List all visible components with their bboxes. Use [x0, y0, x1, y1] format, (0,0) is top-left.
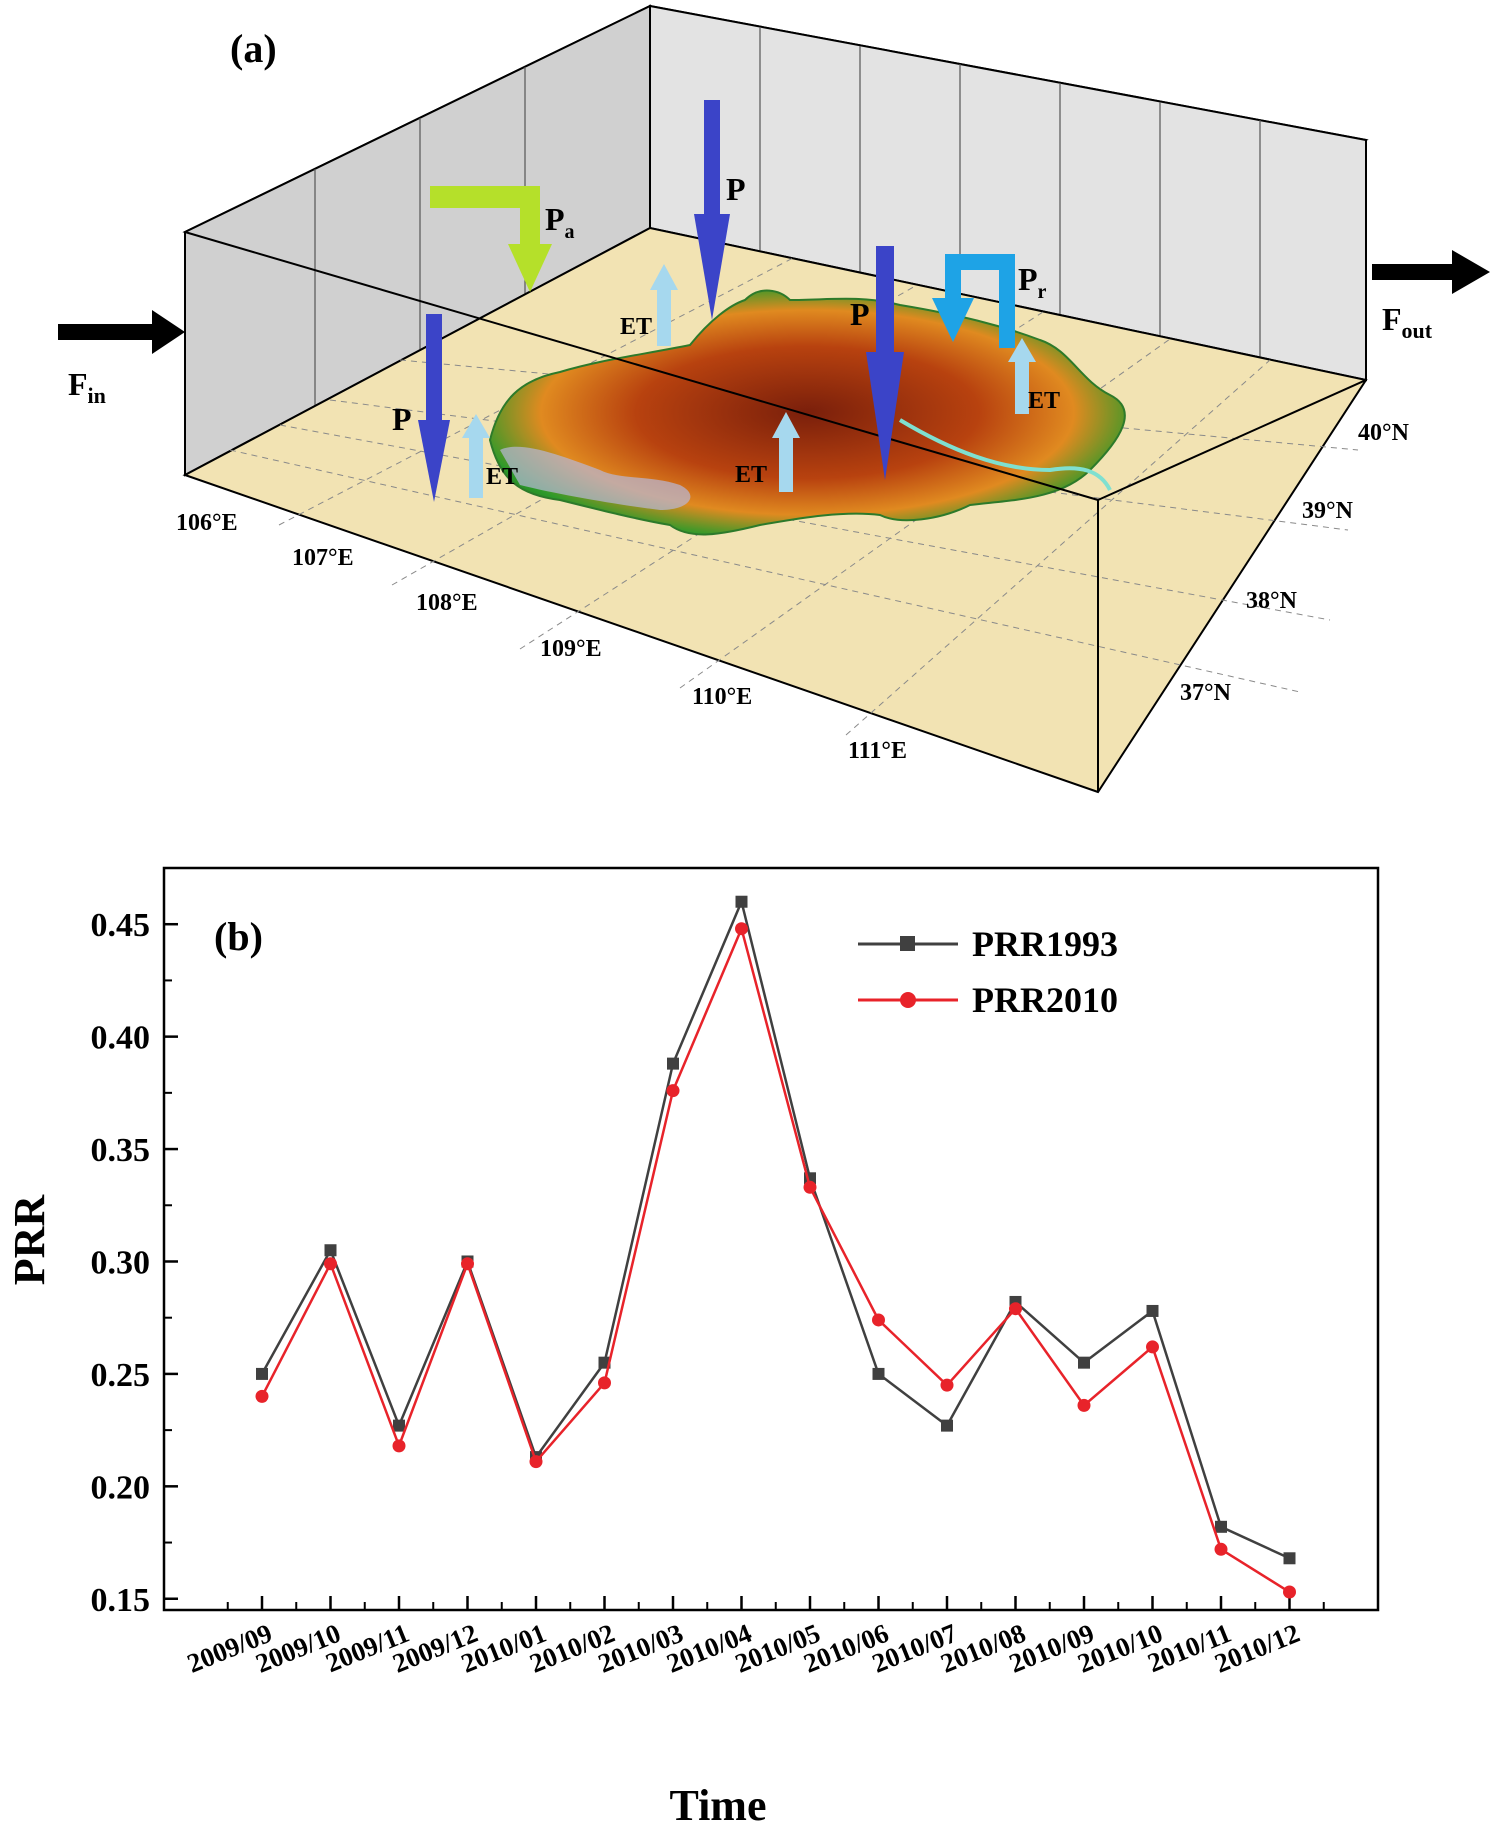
- panel-b-label: (b): [214, 914, 263, 959]
- lon-tick-2: 108°E: [416, 590, 478, 616]
- lon-tick-0: 106°E: [176, 510, 238, 536]
- y-tick-label: 0.35: [91, 1132, 151, 1169]
- et-arrow-1: [462, 414, 490, 498]
- data-point-prr1993: [1283, 1552, 1296, 1565]
- top-front-edge: [184, 231, 1099, 501]
- precip-arrow-3: [866, 246, 904, 480]
- precip-arrow-2: [694, 100, 730, 320]
- data-point-prr2010: [735, 922, 748, 936]
- recycled-precip-arrow: [932, 254, 1015, 348]
- top-front-edge-right: [1097, 379, 1367, 501]
- et-label-1: ET: [486, 464, 518, 490]
- series-layer: [255, 895, 1296, 1599]
- lat-tick-1: 38°N: [1246, 588, 1298, 614]
- data-point-prr2010: [461, 1257, 474, 1271]
- data-point-prr2010: [803, 1180, 817, 1194]
- lat-tick-3: 40°N: [1358, 420, 1410, 446]
- y-tick-label: 0.45: [91, 907, 151, 944]
- flux-out-arrow: [1372, 250, 1490, 294]
- data-point-prr1993: [1146, 1304, 1159, 1317]
- et-label-4: ET: [1028, 388, 1060, 414]
- legend-marker-prr1993: [900, 936, 915, 951]
- y-tick-label: 0.40: [91, 1020, 151, 1057]
- data-point-prr1993: [735, 895, 748, 908]
- data-point-prr1993: [667, 1057, 679, 1070]
- data-point-prr2010: [392, 1439, 406, 1453]
- data-point-prr2010: [598, 1376, 611, 1390]
- et-arrow-3: [772, 412, 800, 492]
- flux-in-arrow: [58, 310, 185, 354]
- lon-tick-3: 109°E: [540, 636, 602, 662]
- data-point-prr2010: [666, 1084, 680, 1098]
- data-point-prr1993: [1078, 1356, 1090, 1369]
- lat-tick-2: 39°N: [1302, 498, 1354, 524]
- data-point-prr1993: [256, 1367, 268, 1380]
- terrain-snow: [500, 446, 691, 510]
- y-tick-label: 0.30: [91, 1244, 151, 1281]
- advected-precip-arrow: [430, 186, 552, 292]
- longitude-ticks: 106°E 107°E 108°E 109°E 110°E 111°E: [176, 510, 907, 764]
- data-point-prr1993: [393, 1419, 405, 1432]
- lon-tick-5: 111°E: [848, 738, 907, 764]
- data-point-prr1993: [941, 1419, 953, 1432]
- y-tick-label: 0.15: [91, 1582, 151, 1619]
- panel-a-diagram: Fin Fout (a) Pa Pr P P P ET: [58, 4, 1490, 794]
- data-point-prr1993: [872, 1367, 885, 1380]
- et-label-3: ET: [735, 462, 767, 488]
- recycled-precip-label: Pr: [1018, 261, 1047, 303]
- data-point-prr2010: [1214, 1542, 1228, 1556]
- panel-b-line-chart: (b) 0.150.200.250.300.350.400.45 2009/09…: [5, 866, 1380, 1830]
- terrain-river: [898, 418, 1112, 491]
- lat-tick-0: 37°N: [1180, 680, 1232, 706]
- y-axis-title: PRR: [5, 1194, 54, 1286]
- terrain-map: [488, 289, 1126, 536]
- legend-marker-prr2010: [900, 992, 916, 1008]
- y-tick-label: 0.20: [91, 1469, 151, 1506]
- data-point-prr2010: [1283, 1585, 1296, 1599]
- data-point-prr2010: [1009, 1302, 1022, 1316]
- y-tick-label: 0.25: [91, 1357, 151, 1394]
- data-point-prr2010: [940, 1378, 954, 1392]
- precip-label-2: P: [726, 171, 746, 207]
- precip-arrow-1: [418, 314, 450, 502]
- precip-label-1: P: [392, 401, 412, 437]
- legend-label-prr2010: PRR2010: [972, 980, 1118, 1020]
- data-point-prr2010: [872, 1313, 885, 1327]
- data-point-prr1993: [1215, 1520, 1227, 1533]
- lon-tick-4: 110°E: [692, 684, 752, 710]
- et-label-2: ET: [620, 314, 652, 340]
- data-point-prr2010: [255, 1389, 269, 1403]
- legend: PRR1993 PRR2010: [858, 924, 1118, 1020]
- plot-frame: [162, 866, 1380, 1612]
- precip-label-3: P: [850, 296, 870, 332]
- series-line-prr2010: [260, 924, 1291, 1594]
- legend-label-prr1993: PRR1993: [972, 924, 1118, 964]
- lon-tick-1: 107°E: [292, 545, 354, 571]
- et-arrow-2: [650, 264, 678, 346]
- et-arrow-4: [1008, 338, 1036, 414]
- y-axis: 0.15 0.20 0.25 0.30 0.35 0.40 0.45: [91, 907, 178, 1619]
- wall-grid: [314, 27, 1261, 406]
- data-point-prr2010: [529, 1455, 543, 1469]
- flux-in-label: Fin: [68, 366, 106, 408]
- data-point-prr2010: [1077, 1398, 1091, 1412]
- flux-out-label: Fout: [1382, 301, 1433, 343]
- x-axis-title: Time: [670, 1781, 767, 1830]
- advected-precip-label: Pa: [545, 201, 575, 243]
- latitude-ticks: 37°N 38°N 39°N 40°N: [1180, 420, 1410, 706]
- data-point-prr2010: [324, 1257, 337, 1271]
- data-point-prr2010: [1146, 1340, 1159, 1354]
- series-line-prr1993: [260, 897, 1291, 1560]
- panel-a-label: (a): [230, 26, 277, 71]
- data-point-prr1993: [324, 1244, 337, 1257]
